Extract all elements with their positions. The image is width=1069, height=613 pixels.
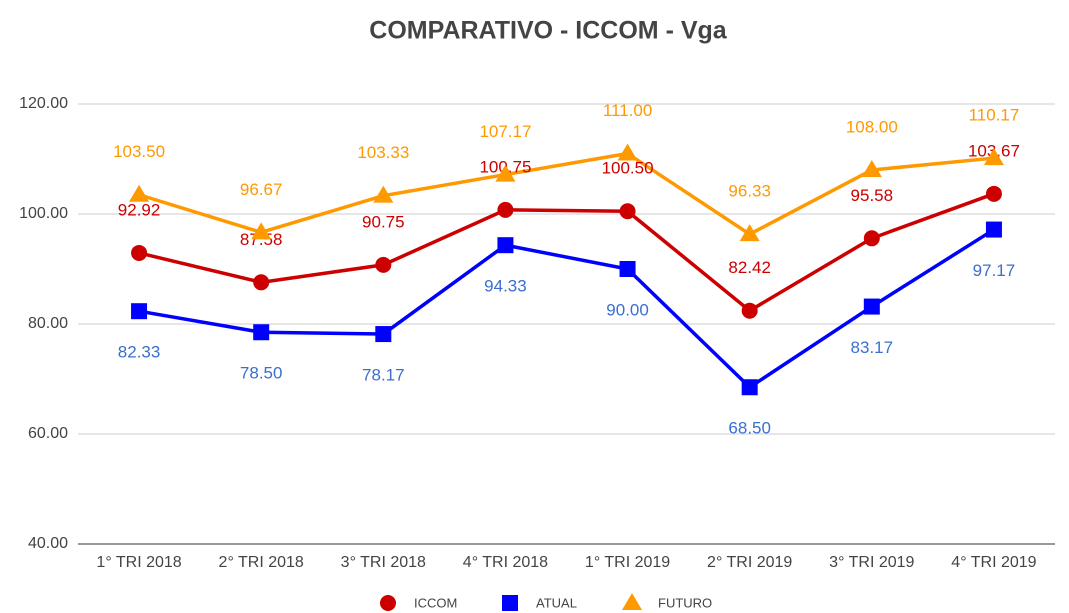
data-label: 92.92 [118, 200, 161, 219]
data-label: 107.17 [479, 122, 531, 141]
x-tick-label: 3° TRI 2019 [829, 554, 914, 571]
point [863, 230, 880, 247]
y-tick-label: 120.00 [19, 95, 68, 112]
point [741, 379, 758, 396]
data-label: 103.33 [357, 143, 409, 162]
point [375, 256, 392, 273]
legend-label: ATUAL [536, 595, 577, 610]
point [983, 148, 1004, 166]
series-line [138, 151, 995, 237]
x-tick-label: 4° TRI 2018 [463, 554, 548, 571]
series-line [138, 228, 995, 390]
data-label: 111.00 [603, 101, 652, 120]
point [495, 164, 516, 182]
point [985, 185, 1002, 202]
y-tick-label: 40.00 [28, 535, 68, 552]
data-label: 95.58 [851, 186, 894, 205]
data-label: 68.50 [728, 419, 771, 438]
point [131, 244, 148, 261]
x-tick-label: 4° TRI 2019 [951, 554, 1036, 571]
data-label: 82.33 [118, 343, 161, 362]
point [375, 326, 392, 343]
point [619, 203, 636, 220]
data-label: 96.33 [728, 182, 771, 201]
point [129, 184, 150, 202]
legend-label: FUTURO [658, 595, 712, 610]
legend-marker [502, 595, 518, 611]
point [497, 201, 514, 218]
point [863, 298, 880, 315]
y-tick-label: 80.00 [28, 315, 68, 332]
x-tick-label: 1° TRI 2018 [96, 554, 181, 571]
data-label: 96.67 [240, 180, 283, 199]
point [253, 324, 270, 341]
data-label: 97.17 [973, 261, 1016, 280]
chart-title: COMPARATIVO - ICCOM - Vga [369, 17, 727, 45]
data-label: 78.17 [362, 366, 405, 385]
point [497, 237, 514, 254]
data-label: 108.00 [846, 117, 898, 136]
legend-label: ICCOM [414, 595, 457, 610]
x-tick-label: 2° TRI 2018 [219, 554, 304, 571]
data-label: 82.42 [728, 258, 771, 277]
point [861, 160, 882, 177]
y-tick-label: 100.00 [19, 205, 68, 222]
x-tick-label: 3° TRI 2018 [341, 554, 426, 571]
point [253, 274, 270, 291]
data-label: 90.00 [606, 300, 649, 319]
point [373, 185, 394, 203]
point [741, 302, 758, 319]
point [251, 222, 272, 240]
data-label: 103.50 [113, 142, 165, 161]
data-label: 78.50 [240, 364, 283, 383]
point [131, 303, 148, 320]
point [619, 261, 636, 277]
y-tick-label: 60.00 [28, 425, 68, 442]
data-label: 110.17 [969, 106, 1020, 125]
data-label: 94.33 [484, 277, 527, 296]
legend-marker [622, 593, 642, 610]
point [739, 224, 760, 242]
point [985, 221, 1002, 238]
series-line [138, 192, 995, 313]
x-tick-label: 2° TRI 2019 [707, 554, 792, 571]
data-label: 83.17 [851, 338, 894, 357]
point [617, 143, 638, 161]
x-tick-label: 1° TRI 2019 [585, 554, 670, 571]
legend-marker [380, 595, 396, 611]
data-label: 100.50 [602, 159, 654, 178]
data-label: 90.75 [362, 212, 405, 231]
